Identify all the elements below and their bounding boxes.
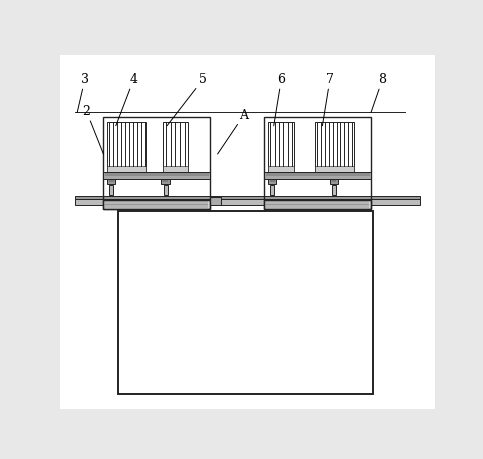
- Bar: [315, 166, 354, 174]
- Bar: [163, 166, 187, 174]
- Bar: [107, 178, 115, 184]
- Bar: [210, 197, 221, 205]
- Bar: [75, 199, 420, 205]
- Bar: [103, 200, 210, 209]
- Bar: [268, 166, 294, 174]
- Bar: [161, 178, 170, 184]
- Bar: [332, 185, 336, 195]
- Bar: [330, 178, 338, 184]
- Bar: [163, 122, 187, 174]
- Bar: [164, 185, 168, 195]
- Bar: [109, 185, 114, 195]
- Bar: [118, 211, 373, 394]
- Bar: [264, 117, 371, 209]
- Text: 2: 2: [83, 105, 103, 154]
- Text: 6: 6: [274, 73, 285, 126]
- Bar: [107, 166, 146, 174]
- Text: 8: 8: [371, 73, 386, 112]
- Text: 5: 5: [167, 73, 207, 126]
- Bar: [264, 200, 371, 209]
- Text: A: A: [217, 109, 248, 154]
- Bar: [268, 178, 276, 184]
- Text: 3: 3: [77, 73, 89, 112]
- Bar: [103, 172, 210, 179]
- Bar: [270, 185, 274, 195]
- Bar: [264, 172, 371, 179]
- Bar: [75, 196, 420, 199]
- Bar: [103, 117, 210, 209]
- Bar: [268, 122, 294, 174]
- Bar: [315, 122, 354, 174]
- Text: 4: 4: [116, 73, 137, 126]
- Text: 7: 7: [323, 73, 334, 126]
- Bar: [107, 122, 146, 174]
